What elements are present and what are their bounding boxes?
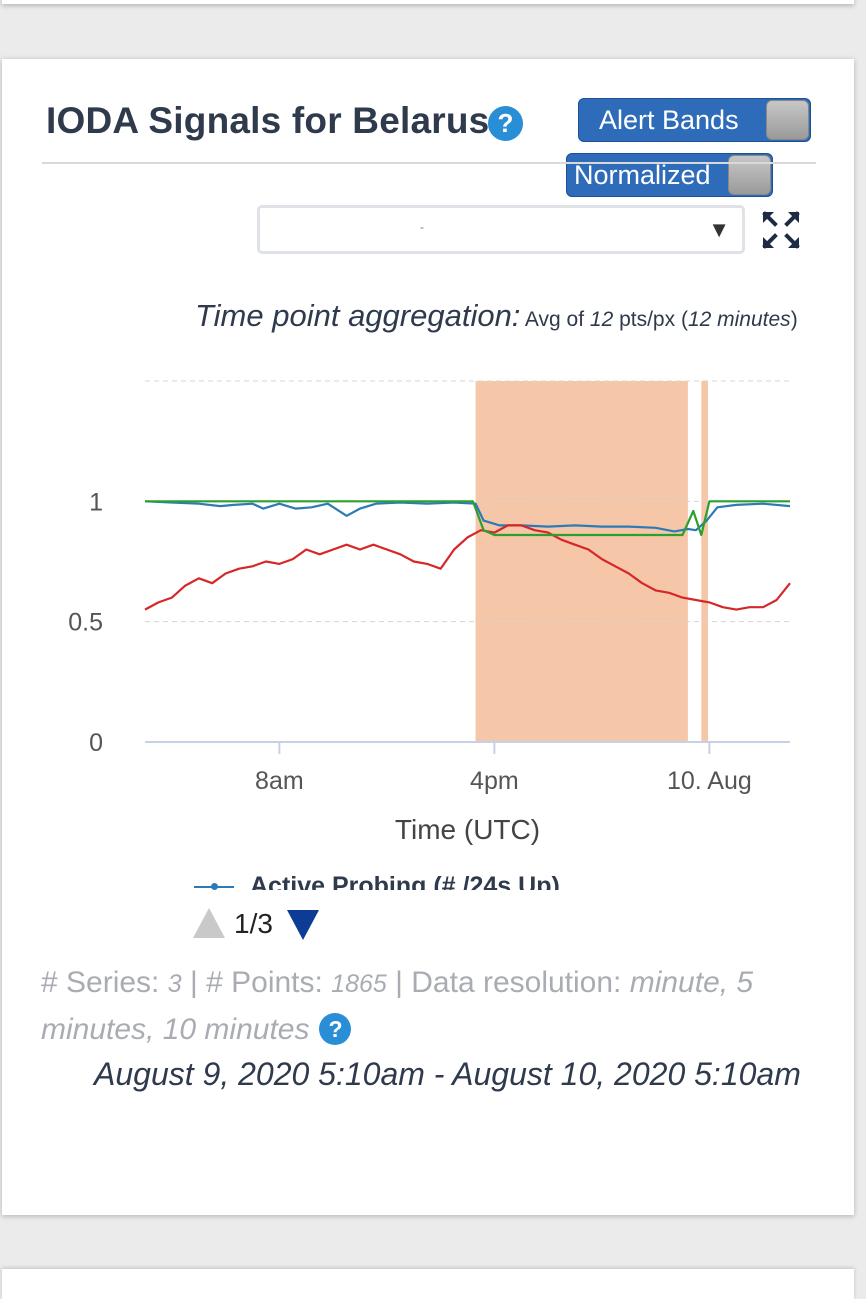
date-range: August 9, 2020 5:10am - August 10, 2020 … [94,1056,801,1092]
y-tick-label: 1 [89,488,103,516]
alert-bands-toggle[interactable]: Alert Bands [578,98,811,142]
fullscreen-icon[interactable] [760,209,802,251]
page-down-arrow-icon[interactable] [287,910,319,940]
panel-title: IODA Signals for Belarus [46,100,490,141]
alert-band [475,381,688,742]
aggregation-unit: pts/px ( [613,308,688,331]
legend[interactable]: Active Probing (# /24s Up) [190,866,710,890]
series-line-2 [144,524,791,611]
x-tick-label: 8am [255,767,304,795]
aggregation-minutes: 12 minutes [687,308,791,331]
toggle-knob [728,155,771,195]
aggregation-label: Time point aggregation: [195,298,521,333]
alert-band [701,381,709,742]
series-line-3 [145,500,790,537]
signals-chart[interactable]: 0 0.5 1 8am 4pm 10. Aug Time (UTC) [40,370,820,850]
help-icon[interactable]: ? [488,106,523,141]
aggregation-close: ) [790,308,798,331]
toggle-knob [766,100,809,140]
series-meta: # Series: 3 | # Points: 1865 | Data reso… [41,960,831,1053]
series-line-1 [144,500,791,533]
y-tick-label: 0.5 [68,609,103,637]
legend-label[interactable]: Active Probing (# /24s Up) [250,872,560,890]
page-indicator: 1/3 [234,908,273,939]
points-count: 1865 [331,970,387,998]
x-axis-title: Time (UTC) [395,814,540,845]
series-count: 3 [167,970,182,998]
select-value: - [420,220,424,234]
x-tick-label: 4pm [470,767,519,795]
previous-card [2,0,854,4]
help-icon[interactable]: ? [319,1013,352,1045]
normalized-toggle[interactable]: Normalized [566,153,773,197]
legend-marker [211,883,218,890]
page-up-arrow-icon[interactable] [193,908,225,938]
y-tick-label: 0 [89,729,103,757]
x-tick-label: 10. Aug [667,767,752,795]
title-divider [42,162,816,164]
resolution-value: minute, 5 minutes, 10 minutes [41,966,754,1046]
points-count-label: | # Points: [181,966,332,999]
alert-bands-label: Alert Bands [599,105,739,135]
dropdown-arrow-icon: ▼ [708,217,730,242]
resolution-label: | Data resolution: [386,966,630,999]
normalized-label: Normalized [574,160,711,190]
next-card [2,1269,854,1299]
aggregation-info: Time point aggregation: Avg of 12 pts/px… [195,298,798,334]
signal-select[interactable]: - ▼ [257,205,745,254]
aggregation-pts: 12 [589,308,614,331]
aggregation-avg: Avg of [524,308,590,331]
series-count-label: # Series: [41,966,168,999]
